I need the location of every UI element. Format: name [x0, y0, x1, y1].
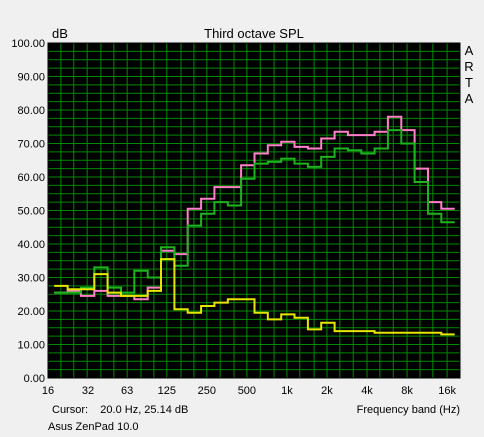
- y-tick-label: 90.00: [17, 72, 45, 84]
- y-tick-label: 40.00: [17, 239, 45, 251]
- y-tick-label: 80.00: [17, 105, 45, 117]
- y-tick-label: 50.00: [17, 206, 45, 218]
- device-label: Asus ZenPad 10.0: [48, 421, 139, 433]
- watermark-letter: T: [465, 75, 473, 90]
- watermark-letter: A: [465, 91, 474, 106]
- y-tick-label: 70.00: [17, 139, 45, 151]
- y-tick-label: 20.00: [17, 306, 45, 318]
- y-axis-label: dB: [52, 26, 68, 41]
- label-layer: Third octave SPL dB Frequency band (Hz) …: [11, 26, 473, 433]
- watermark-letter: R: [464, 59, 473, 74]
- x-tick-label: 4k: [361, 385, 373, 397]
- x-tick-label: 2k: [321, 385, 333, 397]
- y-tick-label: 30.00: [17, 273, 45, 285]
- series-line-1: [54, 129, 455, 294]
- watermark-letter: A: [465, 43, 474, 58]
- plot-border: [47, 42, 461, 379]
- x-axis-label: Frequency band (Hz): [357, 404, 460, 416]
- x-tick-label: 16k: [438, 385, 456, 397]
- y-tick-label: 60.00: [17, 172, 45, 184]
- cursor-readout: Cursor: 20.0 Hz, 25.14 dB: [52, 404, 188, 416]
- x-tick-label: 125: [158, 385, 176, 397]
- y-tick-label: 10.00: [17, 340, 45, 352]
- plot-area: [47, 42, 461, 379]
- x-tick-label: 32: [82, 385, 94, 397]
- x-tick-label: 250: [198, 385, 216, 397]
- x-tick-label: 63: [121, 385, 133, 397]
- y-tick-label: 100.00: [11, 38, 45, 50]
- x-tick-label: 1k: [281, 385, 293, 397]
- series-line-2: [54, 258, 455, 336]
- chart-title: Third octave SPL: [204, 26, 304, 41]
- x-tick-label: 500: [238, 385, 256, 397]
- x-tick-label: 16: [42, 385, 54, 397]
- x-tick-label: 8k: [401, 385, 413, 397]
- y-tick-label: 0.00: [24, 373, 45, 385]
